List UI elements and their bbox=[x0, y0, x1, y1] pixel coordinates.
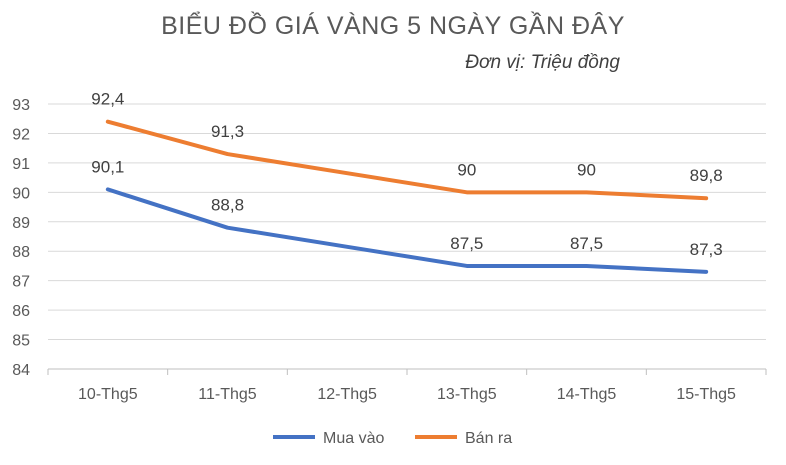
data-label: 87,5 bbox=[450, 234, 483, 253]
x-tick-label: 12-Thg5 bbox=[317, 386, 377, 403]
y-tick-label: 86 bbox=[12, 303, 30, 320]
data-label: 87,3 bbox=[690, 240, 723, 259]
chart-title: BIỂU ĐỒ GIÁ VÀNG 5 NGÀY GẦN ĐÂY bbox=[161, 12, 625, 40]
data-label: 92,4 bbox=[91, 90, 124, 109]
y-tick-label: 92 bbox=[12, 126, 30, 143]
series-line-mua-vao bbox=[105, 187, 709, 274]
y-tick-label: 88 bbox=[12, 244, 30, 261]
x-tick-label: 14-Thg5 bbox=[557, 386, 617, 403]
data-label: 90 bbox=[457, 160, 476, 179]
y-tick-label: 90 bbox=[12, 185, 30, 202]
chart-subtitle: Đơn vị: Triệu đồng bbox=[465, 52, 620, 73]
x-tick-label: 11-Thg5 bbox=[198, 386, 257, 403]
x-tick-label: 10-Thg5 bbox=[78, 386, 138, 403]
legend-label: Mua vào bbox=[323, 430, 384, 447]
series-line-ban-ra bbox=[105, 119, 709, 201]
legend-label: Bán ra bbox=[465, 430, 512, 447]
data-label: 91,3 bbox=[211, 122, 244, 141]
x-tick-label: 15-Thg5 bbox=[676, 386, 736, 403]
y-tick-label: 89 bbox=[12, 215, 30, 232]
data-label: 90,1 bbox=[91, 157, 124, 176]
data-label: 87,5 bbox=[570, 234, 603, 253]
data-label: 90 bbox=[577, 160, 596, 179]
y-tick-label: 85 bbox=[12, 333, 30, 350]
y-tick-label: 87 bbox=[12, 274, 30, 291]
data-label: 88,8 bbox=[211, 196, 244, 215]
y-tick-label: 93 bbox=[12, 97, 30, 114]
data-label: 89,8 bbox=[690, 166, 723, 185]
y-tick-label: 84 bbox=[12, 362, 30, 379]
x-tick-label: 13-Thg5 bbox=[437, 386, 497, 403]
y-tick-label: 91 bbox=[12, 156, 30, 173]
